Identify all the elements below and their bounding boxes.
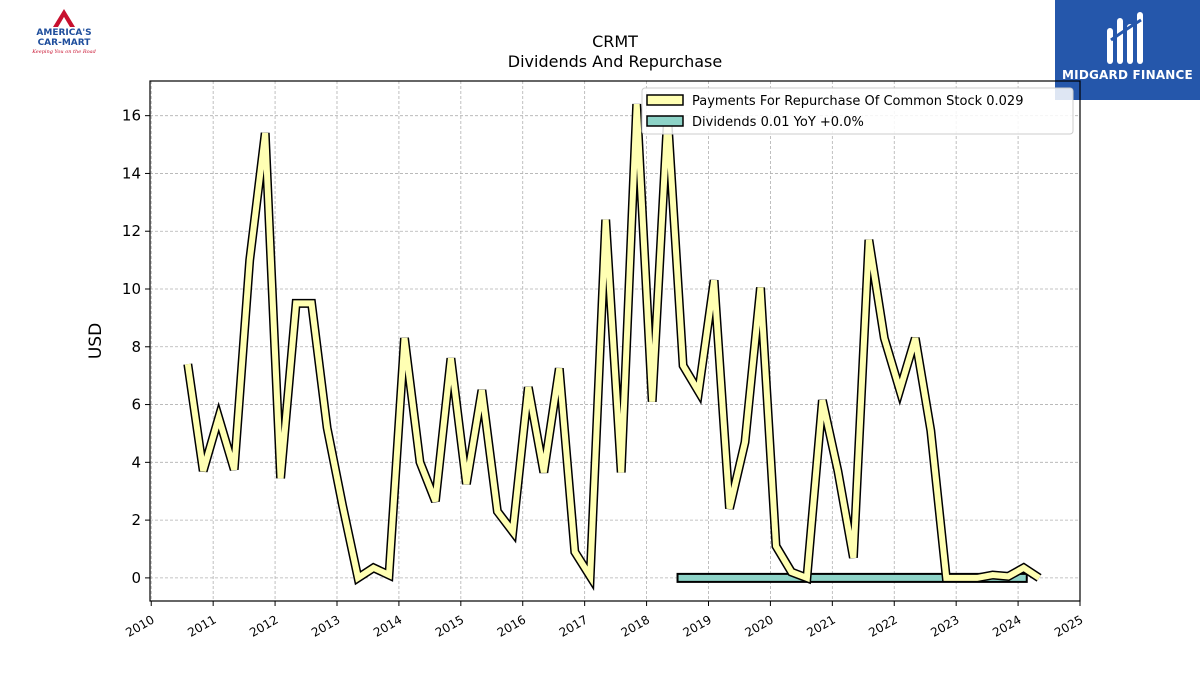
legend-label: Dividends 0.01 YoY +0.0% [692, 115, 864, 130]
x-tick-label: 2018 [619, 612, 652, 639]
logo-line-2: CAR-MART [37, 38, 91, 48]
y-tick-label: 2 [131, 511, 141, 529]
y-tick-label: 16 [122, 107, 141, 125]
x-tick-label: 2010 [123, 612, 156, 639]
x-tick-label: 2014 [371, 612, 404, 639]
x-tick-label: 2019 [681, 612, 714, 639]
x-tick-label: 2013 [309, 612, 342, 639]
chart-subtitle: Dividends And Repurchase [507, 52, 723, 71]
logo-line-1: AMERICA'S [36, 28, 92, 38]
y-tick-label: 12 [122, 222, 141, 240]
y-tick-label: 8 [131, 338, 141, 356]
car-mart-arch-icon [53, 9, 75, 27]
y-tick-label: 0 [131, 569, 141, 587]
midgard-finance-logo: MIDGARD FINANCE [1055, 0, 1200, 100]
dividends-series-band [676, 572, 1028, 583]
midgard-finance-name: MIDGARD FINANCE [1062, 68, 1193, 82]
legend-swatch [646, 115, 684, 127]
x-tick-label: 2023 [928, 612, 961, 639]
y-axis-label: USD [86, 323, 106, 359]
x-tick-label: 2017 [557, 612, 590, 639]
x-tick-label: 2022 [866, 612, 899, 639]
y-tick-label: 6 [131, 396, 141, 414]
x-tick-label: 2015 [433, 612, 466, 639]
logo-tagline: Keeping You on the Road [32, 49, 96, 55]
x-tick-label: 2020 [742, 612, 775, 639]
x-tick-label: 2016 [495, 612, 528, 639]
repurchase-series-line [184, 103, 1041, 587]
y-tick-label: 4 [131, 453, 141, 471]
americas-car-mart-logo: AMERICA'S CAR-MART Keeping You on the Ro… [26, 6, 102, 58]
legend-label: Payments For Repurchase Of Common Stock … [692, 94, 1023, 109]
midgard-emblem-icon [1107, 12, 1143, 64]
x-tick-label: 2021 [804, 612, 837, 639]
legend: Payments For Repurchase Of Common Stock … [641, 87, 1074, 135]
plot-frame [149, 80, 1081, 602]
legend-swatch [646, 94, 684, 106]
y-tick-label: 10 [122, 280, 141, 298]
x-tick-label: 2025 [1052, 612, 1085, 639]
x-tick-label: 2012 [247, 612, 280, 639]
x-tick-label: 2011 [185, 612, 218, 639]
x-tick-label: 2024 [990, 612, 1023, 639]
legend-box [641, 87, 1074, 135]
chart-title: CRMT [592, 32, 638, 51]
series-layer [183, 103, 1042, 592]
y-tick-label: 14 [122, 164, 141, 182]
